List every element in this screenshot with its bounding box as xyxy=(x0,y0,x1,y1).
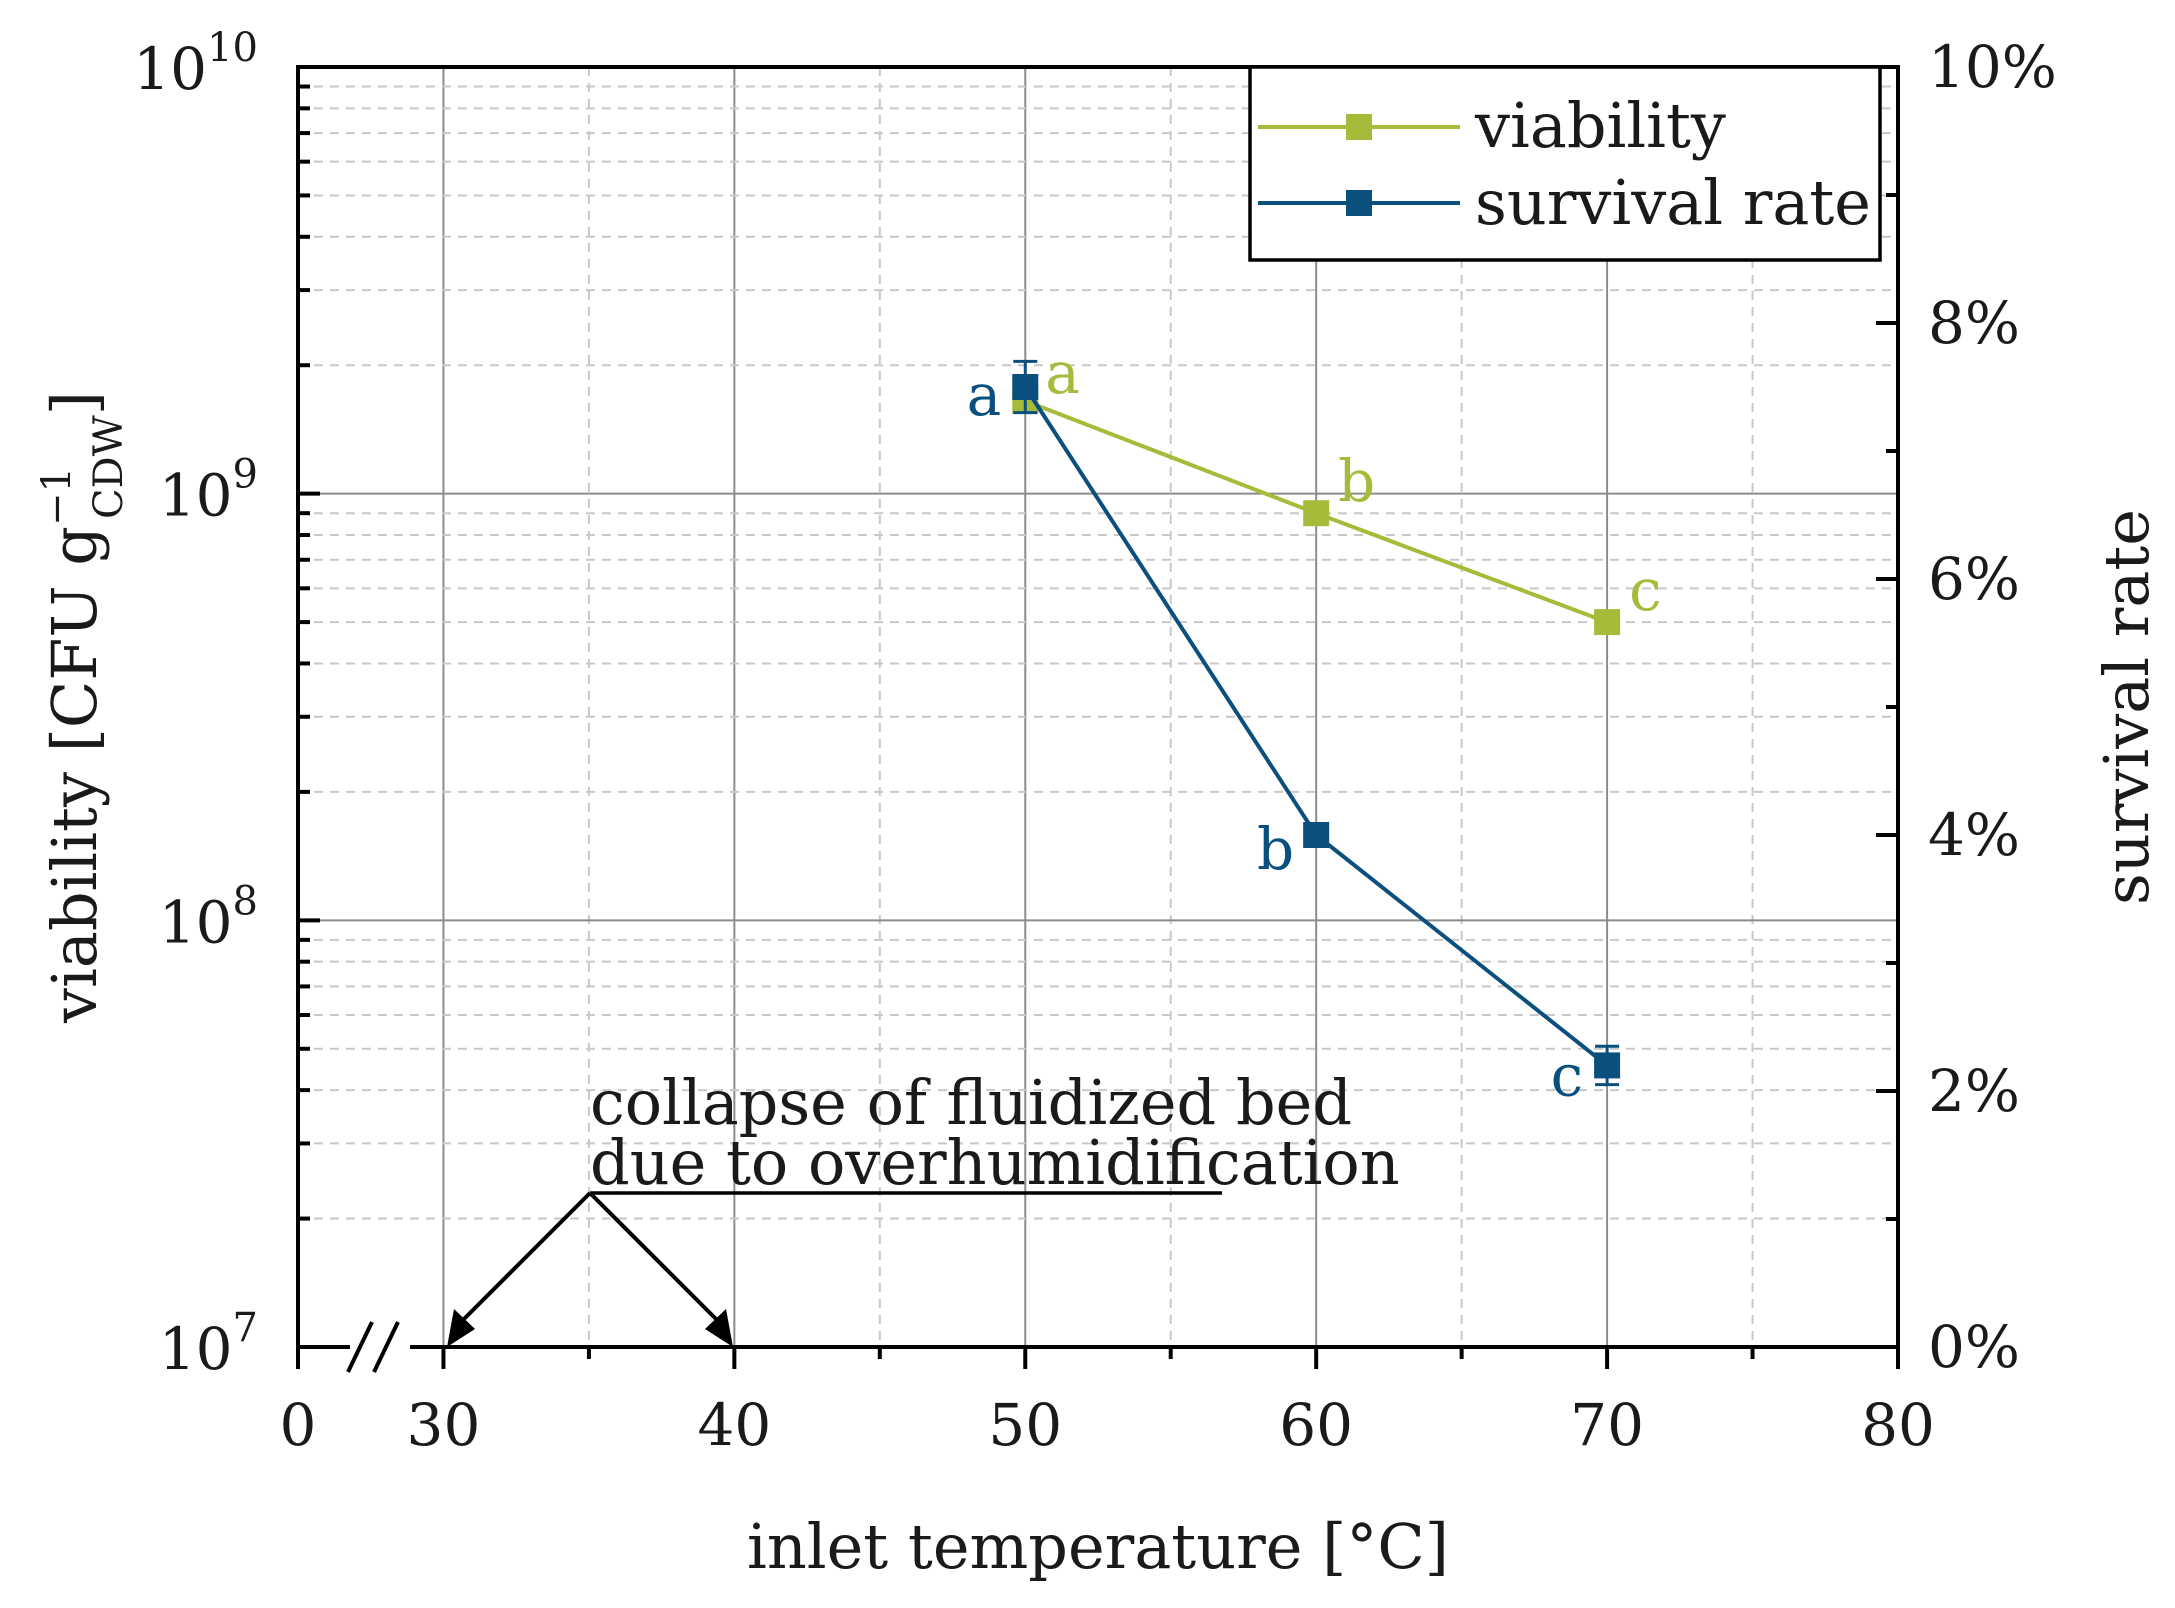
annotation-arrowhead-40 xyxy=(705,1309,733,1347)
x-tick-label: 70 xyxy=(1570,1391,1644,1459)
data-point-survival-rate xyxy=(1594,1052,1621,1079)
annotation-line-1: collapse of fluidized bed xyxy=(590,1066,1352,1139)
y-left-tick-label: 108 xyxy=(159,878,258,956)
y-left-tick-label: 1010 xyxy=(133,25,258,103)
y-left-tick-labels: 107 108 109 1010 xyxy=(133,25,258,1383)
significance-label: b xyxy=(1257,815,1294,883)
annotation-arrow-30 xyxy=(462,1191,592,1321)
significance-label: c xyxy=(1551,1041,1583,1109)
y-right-axis-title: survival rate xyxy=(2090,509,2163,905)
y-left-tick-label: 109 xyxy=(159,452,258,530)
x-tick-labels: 0 30 40 50 60 70 80 xyxy=(280,1391,1935,1459)
significance-label: a xyxy=(1045,339,1080,407)
annotation-overhumidification: collapse of fluidized bed due to overhum… xyxy=(447,1066,1400,1347)
data-point-survival-rate xyxy=(1303,822,1330,848)
significance-label: b xyxy=(1338,447,1375,515)
x-tick-label: 40 xyxy=(697,1391,771,1459)
grid xyxy=(298,67,1898,1347)
x-tick-label: 50 xyxy=(988,1391,1062,1459)
legend-box xyxy=(1248,65,1882,262)
y-right-tick-label: 4% xyxy=(1928,801,2020,869)
y-right-tick-label: 6% xyxy=(1928,545,2020,613)
x-tick-label: 80 xyxy=(1861,1391,1935,1459)
annotation-arrow-40 xyxy=(588,1191,718,1321)
significance-label: a xyxy=(967,361,1002,429)
x-axis-break xyxy=(346,1321,410,1373)
legend-viability-label: viability xyxy=(1474,89,1726,162)
x-tick-label: 30 xyxy=(407,1391,481,1459)
plot-frame xyxy=(296,65,1900,1349)
data-point-viability xyxy=(1594,609,1621,636)
data-point-survival-rate xyxy=(1012,374,1039,400)
legend-viability-marker xyxy=(1346,114,1372,140)
series-layer: a b c a b c xyxy=(967,339,1662,1110)
significance-label: c xyxy=(1629,556,1661,624)
x-tick-label: 60 xyxy=(1279,1391,1353,1459)
y-right-tick-labels: 0% 2% 4% 6% 8% 10% xyxy=(1928,33,2057,1381)
legend-survival-marker xyxy=(1346,190,1372,216)
x-tick-label: 0 xyxy=(280,1391,317,1459)
annotation-line-2: due to overhumidification xyxy=(590,1126,1400,1199)
legend-survival-label: survival rate xyxy=(1475,166,1871,239)
legend: viability survival rate xyxy=(1248,65,1882,262)
y-right-tick-label: 0% xyxy=(1928,1313,2020,1381)
y-right-tick-label: 8% xyxy=(1928,289,2020,357)
annotation-arrowhead-30 xyxy=(447,1309,475,1347)
data-point-viability xyxy=(1303,500,1330,527)
y-left-axis-title: viability [CFU g−1 CDW] xyxy=(34,391,132,1024)
y-left-tick-label: 107 xyxy=(159,1305,258,1383)
y-right-tick-label: 2% xyxy=(1928,1057,2020,1125)
y-right-tick-label: 10% xyxy=(1928,33,2057,101)
x-axis-title: inlet temperature [°C] xyxy=(747,1510,1449,1583)
